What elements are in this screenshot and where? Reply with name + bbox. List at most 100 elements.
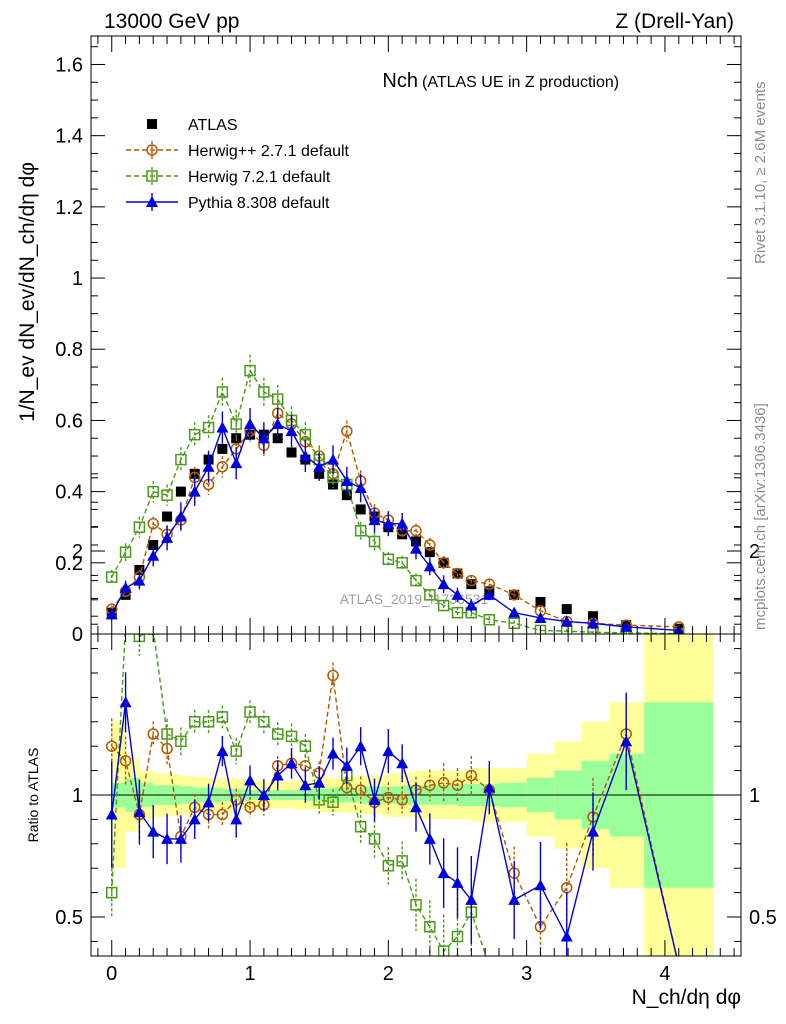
data-point bbox=[244, 417, 257, 429]
legend-entry: ATLAS bbox=[147, 117, 238, 134]
ratio-point bbox=[202, 796, 215, 808]
ratio-point bbox=[147, 825, 160, 837]
data-point bbox=[534, 624, 547, 634]
y-tick-label: 0 bbox=[72, 624, 83, 646]
series-3 bbox=[105, 407, 684, 634]
data-point bbox=[451, 567, 464, 580]
data-point bbox=[465, 574, 478, 587]
ratio-series-group bbox=[105, 634, 678, 956]
data-point bbox=[354, 482, 367, 494]
data-point bbox=[354, 525, 367, 537]
data-point bbox=[105, 608, 118, 620]
data-point bbox=[560, 615, 573, 627]
ratio-point bbox=[327, 796, 339, 809]
data-point bbox=[466, 579, 477, 590]
legend: ATLAS Herwig++ 2.7.1 default Herwig 7.2.1 … bbox=[126, 117, 350, 212]
ratio-point bbox=[354, 784, 367, 796]
x-axis-label: N_ch/dη dφ bbox=[632, 986, 741, 1009]
ratio-point bbox=[175, 735, 187, 748]
ratio-tick-label: 1 bbox=[72, 785, 83, 807]
data-point bbox=[271, 393, 284, 405]
data-point bbox=[588, 611, 599, 622]
ratio-axis-label: Ratio to ATLAS bbox=[25, 748, 41, 843]
data-point bbox=[216, 386, 229, 398]
ratio-point bbox=[382, 745, 395, 757]
data-point bbox=[230, 457, 243, 469]
legend-marker bbox=[146, 170, 158, 182]
data-point bbox=[561, 604, 572, 615]
main-axes: 0 0.2 0.4 0.6 0.8 1 1.2 1.4 1.6 bbox=[55, 36, 741, 646]
ratio-point bbox=[271, 769, 284, 781]
ratio-point bbox=[230, 745, 242, 757]
ratio-point bbox=[620, 735, 633, 747]
ratio-point bbox=[382, 791, 395, 804]
ratio-point bbox=[368, 833, 381, 845]
ratio-point bbox=[396, 757, 409, 769]
ratio-point bbox=[161, 742, 173, 755]
ratio-point bbox=[508, 893, 521, 905]
main-series-group bbox=[105, 354, 685, 634]
data-point bbox=[175, 486, 186, 497]
data-point bbox=[299, 450, 312, 462]
data-point bbox=[437, 578, 450, 590]
ratio-point bbox=[423, 832, 436, 844]
ratio-axis-title: Ratio to ATLAS bbox=[25, 748, 41, 843]
ratio-point bbox=[174, 832, 187, 844]
ratio-point bbox=[230, 813, 243, 825]
y-tick-label: 0.2 bbox=[55, 553, 83, 575]
ratio-point bbox=[216, 745, 229, 757]
data-point bbox=[340, 474, 353, 486]
data-point bbox=[424, 539, 436, 551]
ratio-point bbox=[133, 806, 146, 818]
data-point bbox=[230, 418, 242, 430]
y-tick-label: 1.6 bbox=[55, 54, 83, 76]
ratio-point bbox=[437, 945, 450, 956]
data-point bbox=[216, 460, 229, 473]
ratio-point bbox=[354, 740, 367, 752]
ratio-point bbox=[244, 706, 256, 718]
data-point bbox=[285, 425, 298, 437]
ratio-point bbox=[202, 716, 215, 728]
plot-subtitle: (ATLAS UE in Z production) bbox=[422, 74, 619, 91]
rivet-label-group: Rivet 3.1.10, ≥ 2.6M events bbox=[752, 82, 769, 265]
ratio-point bbox=[258, 716, 270, 728]
data-point bbox=[271, 417, 284, 429]
ratio-point bbox=[188, 813, 201, 825]
data-point bbox=[299, 428, 312, 441]
ratio-point bbox=[410, 801, 422, 813]
data-point bbox=[133, 574, 146, 586]
data-point bbox=[119, 546, 132, 558]
data-point bbox=[162, 511, 173, 522]
data-point bbox=[258, 386, 270, 398]
data-point bbox=[119, 581, 132, 593]
data-point bbox=[202, 460, 215, 472]
ratio-axes: 0 1 2 3 4 0.5 0.5 1 1 2 2 bbox=[55, 477, 777, 985]
ratio-point bbox=[327, 747, 340, 759]
ratio-point bbox=[147, 728, 159, 740]
data-point bbox=[368, 514, 381, 526]
data-point bbox=[147, 485, 159, 498]
x-tick-label: 1 bbox=[244, 963, 255, 985]
legend-entry: Herwig++ 2.7.1 default bbox=[126, 141, 350, 160]
ratio-point bbox=[424, 921, 436, 933]
y-tick-label: 0.6 bbox=[55, 410, 83, 432]
ratio-point bbox=[424, 779, 436, 791]
data-point bbox=[410, 542, 422, 554]
ratio-point bbox=[451, 876, 464, 888]
mcplots-label: mcplots.cern.ch [arXiv:1306.3436] bbox=[752, 403, 769, 630]
y-tick-label: 0.8 bbox=[55, 339, 83, 361]
data-point bbox=[410, 574, 422, 587]
y-axis-title: 1/N_ev dN_ev/dN_ch/dη dφ bbox=[16, 162, 39, 422]
ratio-point bbox=[465, 893, 478, 905]
ratio-point bbox=[285, 730, 298, 743]
data-point bbox=[382, 517, 395, 529]
ratio-panel: 0 1 2 3 4 0.5 0.5 1 1 2 2 bbox=[55, 477, 777, 985]
data-point bbox=[341, 425, 353, 437]
data-point bbox=[244, 364, 256, 377]
data-point bbox=[147, 517, 159, 530]
ratio-point bbox=[451, 779, 464, 791]
ratio-point bbox=[161, 728, 173, 740]
ratio-tick-label-right: 1 bbox=[749, 785, 760, 807]
data-point bbox=[216, 421, 229, 433]
data-point bbox=[133, 521, 146, 533]
